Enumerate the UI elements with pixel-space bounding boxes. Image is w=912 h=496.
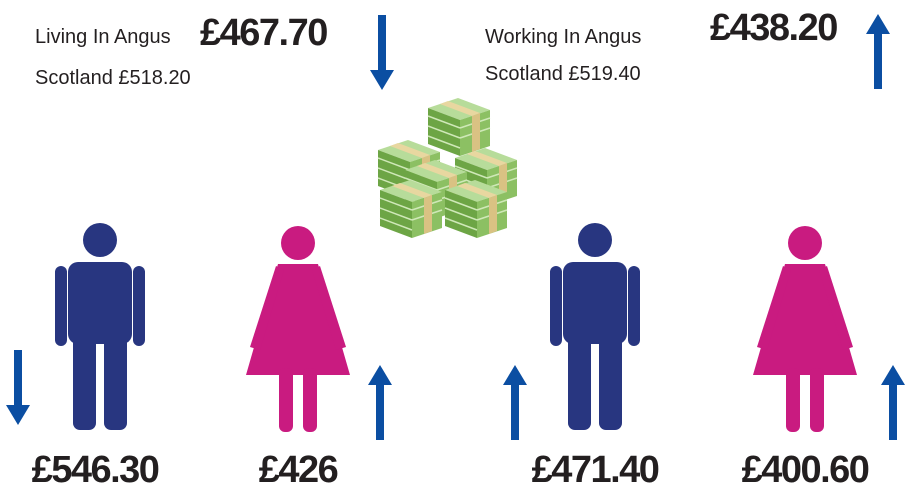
working-value: £438.20 — [710, 7, 837, 49]
living-scotland: Scotland £518.20 — [35, 67, 191, 89]
infographic: Living In Angus £467.70 Scotland £518.20… — [0, 0, 912, 496]
working-scotland: Scotland £519.40 — [485, 63, 641, 85]
up-arrow — [368, 365, 392, 440]
working-label: Working In Angus — [485, 26, 641, 48]
figure-value: £546.30 — [32, 449, 159, 491]
down-arrow — [6, 350, 30, 425]
man-icon — [55, 223, 145, 430]
woman-icon — [753, 226, 857, 432]
down-arrow — [370, 15, 394, 90]
living-value: £467.70 — [200, 12, 327, 54]
up-arrow — [866, 14, 890, 89]
money-icon — [378, 98, 517, 238]
man-icon — [550, 223, 640, 430]
figure-value: £471.40 — [532, 449, 659, 491]
figure-value: £426 — [259, 449, 338, 491]
woman-icon — [246, 226, 350, 432]
up-arrow — [503, 365, 527, 440]
living-label: Living In Angus — [35, 26, 171, 48]
up-arrow — [881, 365, 905, 440]
figure-value: £400.60 — [742, 449, 869, 491]
